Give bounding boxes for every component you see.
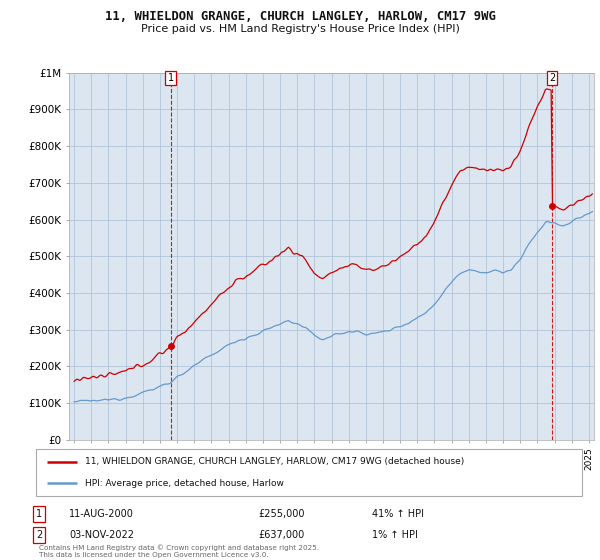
Text: Contains HM Land Registry data © Crown copyright and database right 2025.
This d: Contains HM Land Registry data © Crown c… [39,544,319,558]
Text: 11, WHIELDON GRANGE, CHURCH LANGLEY, HARLOW, CM17 9WG: 11, WHIELDON GRANGE, CHURCH LANGLEY, HAR… [104,10,496,23]
Text: 03-NOV-2022: 03-NOV-2022 [69,530,134,540]
Text: 11, WHIELDON GRANGE, CHURCH LANGLEY, HARLOW, CM17 9WG (detached house): 11, WHIELDON GRANGE, CHURCH LANGLEY, HAR… [85,457,464,466]
Text: 41% ↑ HPI: 41% ↑ HPI [372,509,424,519]
Text: 11-AUG-2000: 11-AUG-2000 [69,509,134,519]
Text: 1% ↑ HPI: 1% ↑ HPI [372,530,418,540]
Text: £255,000: £255,000 [258,509,305,519]
Text: Price paid vs. HM Land Registry's House Price Index (HPI): Price paid vs. HM Land Registry's House … [140,24,460,34]
FancyBboxPatch shape [36,449,582,496]
Text: 2: 2 [36,530,42,540]
Text: 1: 1 [36,509,42,519]
Text: HPI: Average price, detached house, Harlow: HPI: Average price, detached house, Harl… [85,479,284,488]
Text: 2: 2 [549,73,555,83]
Text: 1: 1 [167,73,173,83]
Text: £637,000: £637,000 [258,530,304,540]
